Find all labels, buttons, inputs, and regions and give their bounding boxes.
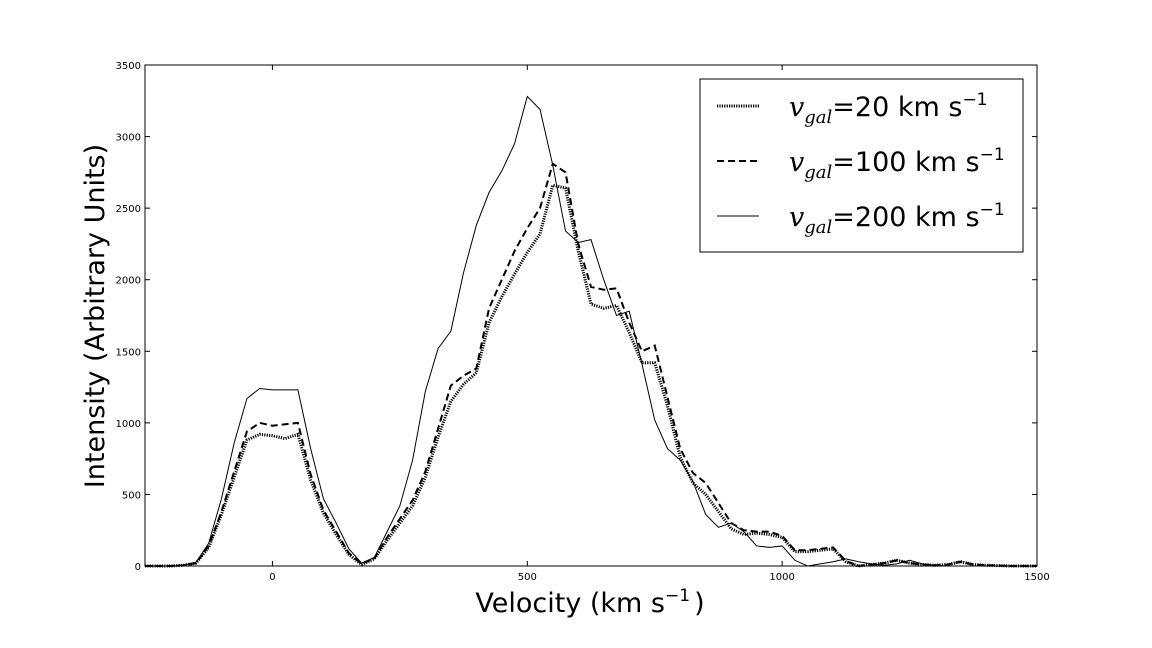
x-axis-label: Velocity (km s−1) [475, 586, 704, 619]
x-axis-label-text: Velocity (km s [475, 588, 665, 619]
legend-label-part: v [789, 147, 804, 178]
y-tick-label: 1500 [116, 347, 141, 358]
y-tick-label: 2000 [116, 276, 141, 287]
legend-label-part: 200 km s [855, 202, 980, 233]
y-tick-label: 0 [135, 562, 141, 573]
legend-label-part: gal [804, 217, 832, 238]
x-axis-label-end: ) [694, 588, 705, 619]
legend-label-part: gal [804, 162, 832, 183]
legend-label-part: v [789, 202, 804, 233]
x-tick-label: 1500 [1024, 572, 1049, 583]
y-tick-label: 3000 [116, 133, 141, 144]
legend-label-part: −1 [962, 90, 987, 110]
y-axis-label: Intensity (Arbitrary Units) [80, 144, 111, 488]
legend-label-part: = [832, 147, 855, 178]
x-tick-label: 500 [518, 572, 537, 583]
legend-label-part: gal [804, 107, 832, 128]
x-tick-label: 1000 [769, 572, 794, 583]
legend-label-part: 20 km s [855, 92, 963, 123]
legend-label-part: v [789, 92, 804, 123]
legend-label-part: = [832, 92, 855, 123]
legend-label-part: −1 [980, 200, 1005, 220]
legend-label-part: = [832, 202, 855, 233]
legend-label-part: −1 [980, 145, 1005, 165]
x-tick-label: 0 [269, 572, 275, 583]
legend-label-part: 100 km s [855, 147, 980, 178]
y-tick-label: 500 [122, 490, 141, 501]
y-tick-label: 2500 [116, 204, 141, 215]
y-tick-label: 3500 [116, 61, 141, 72]
x-axis-label-sup: −1 [665, 586, 690, 606]
y-tick-label: 1000 [116, 419, 141, 430]
